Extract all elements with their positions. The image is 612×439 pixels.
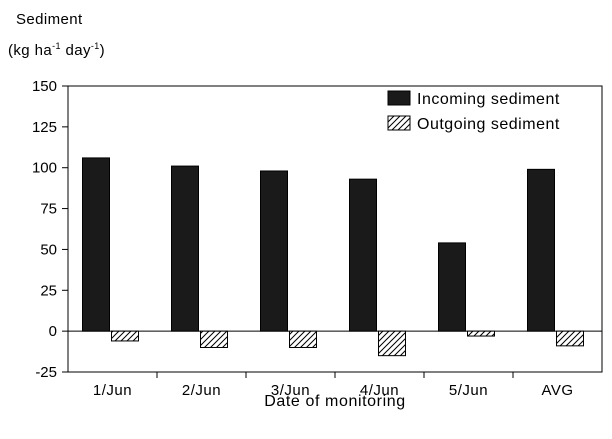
bar-incoming: [171, 165, 199, 332]
x-tick-label: 2/Jun: [182, 382, 221, 399]
bar-outgoing: [289, 330, 317, 348]
bar-incoming: [438, 242, 466, 332]
y-tick-label: -25: [35, 364, 57, 381]
y-axis-unit-part: ): [99, 42, 106, 59]
x-tick-label: 5/Jun: [449, 382, 488, 399]
bar-incoming: [260, 170, 288, 332]
legend-label-incoming: Incoming sediment: [417, 91, 560, 108]
x-tick-label: 1/Jun: [93, 382, 132, 399]
x-tick-label: 4/Jun: [360, 382, 399, 399]
y-axis-unit-sup: -1: [52, 41, 61, 51]
y-axis-unit-part: day: [60, 42, 91, 59]
y-tick-label: 75: [40, 201, 57, 218]
y-tick-label: 125: [32, 119, 57, 136]
bar-outgoing: [111, 330, 139, 342]
bar-outgoing: [200, 330, 228, 348]
bar-incoming: [349, 178, 377, 332]
bar-outgoing: [378, 330, 406, 357]
x-axis-title: Date of monitoring: [264, 393, 406, 410]
y-tick-label: 25: [40, 282, 57, 299]
y-axis-title-line2: (kg ha-1 day-1): [8, 33, 105, 64]
bar-incoming: [527, 168, 555, 332]
bar-incoming: [82, 157, 110, 332]
y-tick-label: 50: [40, 241, 57, 258]
y-tick-label: 100: [32, 160, 57, 177]
y-axis-title: Sediment (kg ha-1 day-1): [8, 6, 105, 64]
bar-outgoing: [556, 330, 584, 347]
x-tick-label: AVG: [541, 382, 573, 399]
y-axis-title-line1: Sediment: [16, 11, 83, 28]
y-tick-label: 0: [49, 323, 57, 340]
legend-label-outgoing: Outgoing sediment: [417, 116, 560, 133]
y-tick-label: 150: [32, 78, 57, 95]
y-axis-unit-sup: -1: [90, 41, 100, 51]
legend-swatch-incoming: [387, 90, 411, 106]
y-axis-unit-part: (kg ha: [8, 42, 53, 59]
x-tick-label: 3/Jun: [271, 382, 310, 399]
legend-swatch-outgoing: [387, 115, 411, 131]
bar-outgoing: [467, 330, 495, 337]
